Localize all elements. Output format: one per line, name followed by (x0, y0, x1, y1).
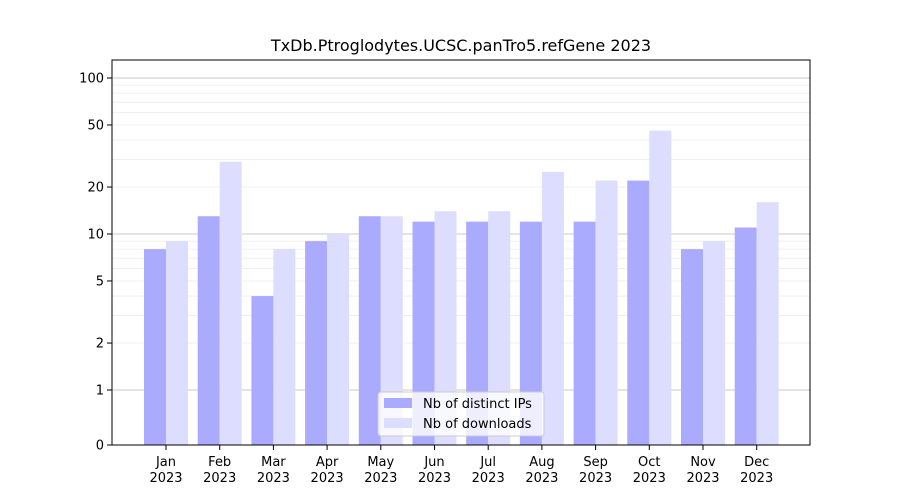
x-tick-label-year: 2023 (311, 471, 344, 486)
bar-distinct-ips-jun (412, 221, 435, 445)
plot-area-frame (111, 59, 811, 446)
bar-distinct-ips-aug (519, 221, 542, 445)
bar-distinct-ips-jan (144, 249, 166, 445)
x-tick-label-year: 2023 (364, 471, 397, 486)
bar-distinct-ips-apr (305, 241, 328, 445)
x-tick-label-month: Mar (261, 455, 286, 470)
legend-label: Nb of downloads (423, 417, 532, 432)
x-tick-label-month: Sep (583, 455, 608, 470)
x-tick-label-year: 2023 (418, 471, 451, 486)
bar-downloads-aug (541, 171, 564, 445)
x-tick-label-year: 2023 (579, 471, 612, 486)
x-tick-label-year: 2023 (525, 471, 558, 486)
y-tick-label: 50 (87, 118, 104, 133)
x-tick-label-year: 2023 (740, 471, 773, 486)
y-tick-label: 1 (96, 384, 104, 399)
bar-downloads-mar (273, 249, 296, 445)
legend-swatch (384, 418, 412, 428)
bar-distinct-ips-nov (681, 249, 703, 445)
y-tick-label: 10 (87, 228, 104, 243)
x-tick-label-month: Nov (690, 455, 716, 470)
y-tick-label: 5 (96, 274, 104, 289)
x-tick-label-month: Apr (316, 455, 339, 470)
y-tick-label: 100 (79, 72, 104, 87)
x-tick-label-year: 2023 (472, 471, 505, 486)
x-tick-label-month: Oct (638, 455, 660, 470)
y-tick-label: 2 (96, 337, 104, 352)
x-tick-label-month: Jan (155, 455, 176, 470)
legend-box (377, 391, 545, 437)
bar-distinct-ips-jul (466, 221, 489, 445)
bar-distinct-ips-dec (734, 227, 757, 445)
bar-downloads-sep (595, 180, 618, 445)
bar-downloads-apr (327, 234, 350, 445)
x-axis: Jan2023Feb2023Mar2023Apr2023May2023Jun20… (149, 445, 773, 486)
bar-distinct-ips-mar (251, 296, 274, 445)
y-axis: 0 1 2 5 10 20 50 100 (79, 72, 112, 454)
y-tick-label: 0 (96, 439, 104, 454)
x-tick-label-month: Jul (479, 455, 496, 470)
bar-downloads-may (380, 216, 403, 445)
bar-distinct-ips-may (358, 216, 381, 445)
legend: Nb of distinct IPs Nb of downloads (377, 391, 545, 437)
legend-swatch (384, 398, 412, 408)
bars (144, 130, 779, 445)
bar-downloads-jul (488, 211, 511, 445)
x-tick-label-year: 2023 (633, 471, 666, 486)
y-tick-label: 20 (87, 181, 104, 196)
x-tick-label-month: Aug (529, 455, 554, 470)
bar-downloads-oct (649, 130, 672, 445)
bar-downloads-nov (703, 241, 725, 445)
x-tick-label-year: 2023 (149, 471, 182, 486)
bar-distinct-ips-sep (573, 221, 596, 445)
x-tick-label-month: Feb (208, 455, 231, 470)
legend-label: Nb of distinct IPs (423, 397, 532, 412)
bar-distinct-ips-feb (197, 216, 220, 445)
x-tick-label-year: 2023 (686, 471, 719, 486)
x-tick-label-year: 2023 (257, 471, 290, 486)
x-tick-label-year: 2023 (203, 471, 236, 486)
bar-downloads-dec (756, 202, 779, 445)
chart-title: TxDb.Ptroglodytes.UCSC.panTro5.refGene 2… (270, 36, 651, 55)
bar-distinct-ips-oct (627, 180, 650, 445)
x-tick-label-month: May (367, 455, 394, 470)
bar-downloads-feb (219, 161, 242, 445)
bar-downloads-jan (166, 241, 188, 445)
x-tick-label-month: Dec (744, 455, 769, 470)
bar-downloads-jun (434, 211, 457, 445)
x-tick-label-month: Jun (423, 455, 444, 470)
